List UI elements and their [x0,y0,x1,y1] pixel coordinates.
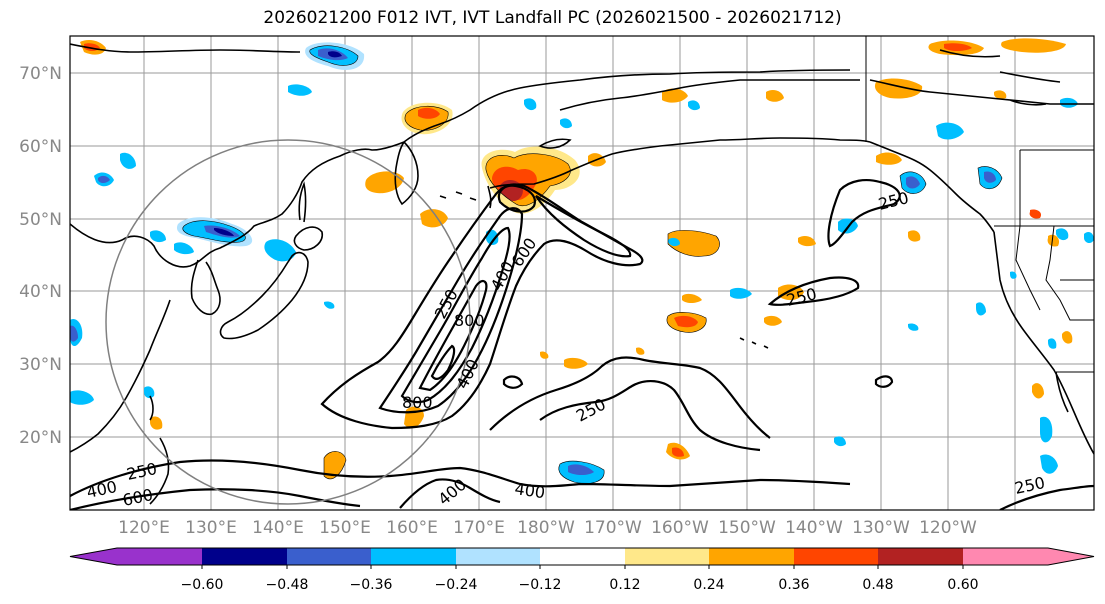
lat-label: 50°N [19,210,62,230]
latitude-labels: 70°N 60°N 50°N 40°N 30°N 20°N [19,64,62,448]
lon-label: 180°W [517,518,575,538]
colorbar-segment [625,548,709,565]
lon-label: 140°W [785,518,843,538]
map-frame [69,35,1095,511]
contour-label-800-a: 800 [454,311,485,330]
contour-label-400-b: 400 [513,479,546,502]
lat-label: 20°N [19,428,62,448]
colorbar-tick-label: −0.24 [435,577,478,593]
lon-label: 150°E [319,518,371,538]
lon-label: 150°W [718,518,776,538]
colorbar-tick-label: 0.24 [693,577,724,593]
colorbar-segment [709,548,794,565]
figure-title: 2026021200 F012 IVT, IVT Landfall PC (20… [263,8,842,28]
lat-label: 30°N [19,355,62,375]
colorbar-tick-label: −0.60 [181,577,224,593]
lon-label: 160°E [386,518,438,538]
coastlines [70,43,1094,505]
lon-label: 120°W [919,518,977,538]
lon-label: 160°W [651,518,709,538]
lon-label: 140°E [252,518,304,538]
colorbar-segment [878,548,963,565]
lon-label: 130°E [185,518,237,538]
pc-shading-outlines [182,45,1003,484]
colorbar-segment [117,548,202,565]
pc-negative-shading [70,42,1094,484]
colorbar-tick-label: 0.60 [947,577,978,593]
colorbar-segment [202,548,287,565]
colorbar-tick-label: 0.36 [778,577,809,593]
landfall-region-circle [105,139,471,505]
colorbar-tick-label: −0.48 [266,577,309,593]
lon-label: 120°E [118,518,170,538]
colorbar-segment [287,548,371,565]
colorbar-extend-high [1048,548,1094,565]
map-background [70,36,1094,510]
colorbar-extend-low [70,548,117,565]
colorbar-tick-labels: −0.60 −0.48 −0.36 −0.24 −0.12 0.12 0.24 0.36 0.4… [181,565,979,593]
lon-label: 130°W [852,518,910,538]
lat-label: 40°N [19,282,62,302]
colorbar-tick-label: −0.12 [519,577,562,593]
graticule [70,36,1094,510]
colorbar-tick-label: 0.12 [609,577,640,593]
colorbar-segment [540,548,625,565]
colorbar [69,547,1095,566]
colorbar-outline [69,547,1095,566]
colorbar-segment [794,548,878,565]
longitude-labels: 120°E 130°E 140°E 150°E 160°E 170°E 180°W 170°W… [118,518,977,538]
colorbar-segment [371,548,456,565]
lat-label: 70°N [19,64,62,84]
lat-label: 60°N [19,137,62,157]
colorbar-tick-label: 0.48 [862,577,893,593]
colorbar-tick-label: −0.36 [350,577,393,593]
borders [865,36,1094,373]
colorbar-segment [456,548,540,565]
contour-label-800-b: 800 [402,393,433,412]
ivt-contours [70,179,1094,510]
lon-label: 170°W [584,518,642,538]
colorbar-segment [963,548,1048,565]
lon-label: 170°E [453,518,505,538]
